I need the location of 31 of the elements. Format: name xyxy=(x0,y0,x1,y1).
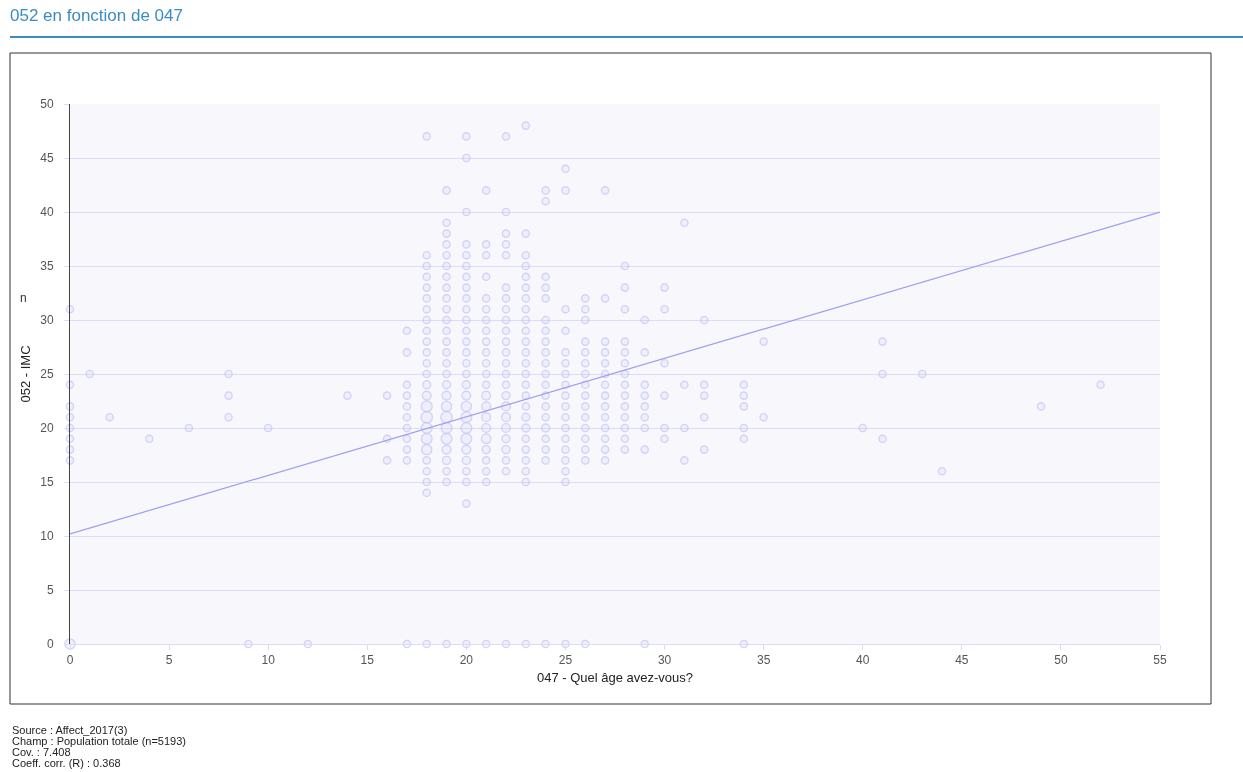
x-tick-label: 10 xyxy=(261,653,276,668)
x-tick-label: 45 xyxy=(955,653,969,668)
text: Cov. : 7.408 xyxy=(12,746,71,758)
x-tick-label: 50 xyxy=(1054,653,1068,668)
y-tick-label: 40 xyxy=(40,205,54,220)
y-tick-label: 15 xyxy=(40,475,54,490)
y-tick-label: 30 xyxy=(40,313,54,328)
x-tick-label: 20 xyxy=(459,653,474,668)
text: Champ : Population totale (n=5193) xyxy=(12,735,186,747)
x-tick-label: 15 xyxy=(360,653,375,668)
y-tick-label: 50 xyxy=(40,97,54,112)
source-note: Source : Affect_2017(3) xyxy=(12,724,128,736)
y-tick-label: 20 xyxy=(40,421,54,436)
y-tick-label: 0 xyxy=(46,637,54,652)
x-tick-label: 25 xyxy=(558,653,573,668)
y-tick-label: 10 xyxy=(40,529,54,544)
y-tick-label: 35 xyxy=(40,259,54,274)
y-tick-label: 5 xyxy=(46,583,54,598)
y-axis-title: 052 - IMC xyxy=(18,345,34,403)
text: n xyxy=(20,291,27,305)
chart-title: 052 en fonction de 047 xyxy=(10,5,183,25)
x-tick-label: 5 xyxy=(165,653,173,668)
text: Coeff. corr. (R) : 0.368 xyxy=(12,757,121,769)
y-tick-label: 25 xyxy=(40,367,54,382)
x-tick-label: 0 xyxy=(66,653,74,668)
x-axis-title: 047 - Quel âge avez-vous? xyxy=(536,670,694,685)
x-tick-label: 30 xyxy=(657,653,672,668)
x-tick-label: 40 xyxy=(856,653,870,668)
x-tick-label: 55 xyxy=(1153,653,1167,668)
y-tick-label: 45 xyxy=(40,151,54,166)
x-tick-label: 35 xyxy=(756,653,771,668)
